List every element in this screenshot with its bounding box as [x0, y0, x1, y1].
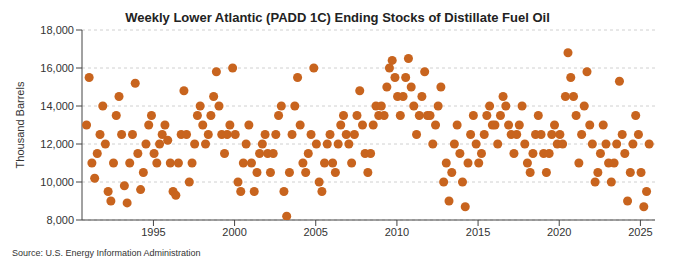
svg-text:14,000: 14,000 [40, 100, 74, 112]
svg-text:2000: 2000 [222, 226, 246, 238]
svg-text:2005: 2005 [304, 226, 328, 238]
svg-text:2015: 2015 [466, 226, 490, 238]
svg-text:2020: 2020 [547, 226, 571, 238]
svg-text:12,000: 12,000 [40, 138, 74, 150]
svg-text:8,000: 8,000 [46, 214, 74, 226]
html-text:Source: U.S. Energy Informatio: Source: U.S. Energy Information Administ… [12, 248, 201, 258]
html-text:Weekly Lower Atlantic (PADD 1C: Weekly Lower Atlantic (PADD 1C) Ending S… [125, 10, 550, 25]
svg-text:18,000: 18,000 [40, 24, 74, 36]
svg-text:2010: 2010 [385, 226, 409, 238]
svg-text:Thousand Barrels: Thousand Barrels [14, 81, 26, 168]
svg-text:10,000: 10,000 [40, 176, 74, 188]
svg-text:16,000: 16,000 [40, 62, 74, 74]
svg-text:1995: 1995 [141, 226, 165, 238]
svg-text:2025: 2025 [628, 226, 652, 238]
